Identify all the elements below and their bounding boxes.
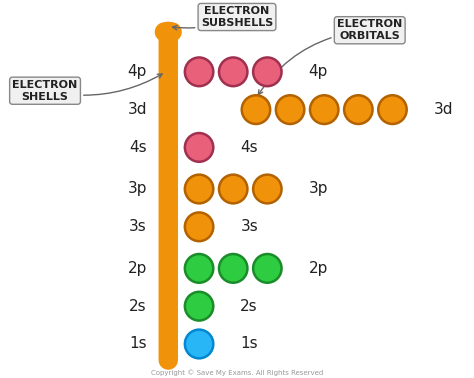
Ellipse shape [185,57,213,86]
Ellipse shape [253,254,282,283]
Text: 1s: 1s [240,336,258,352]
Ellipse shape [242,95,270,124]
Text: 3d: 3d [128,102,147,117]
Text: 3p: 3p [128,181,147,197]
Text: 4s: 4s [240,140,258,155]
Ellipse shape [185,254,213,283]
Text: 1s: 1s [129,336,147,352]
Text: 3s: 3s [240,219,258,234]
Ellipse shape [276,95,304,124]
Text: 2s: 2s [240,299,258,314]
Ellipse shape [378,95,407,124]
Text: 3p: 3p [309,181,328,197]
Text: 2p: 2p [309,261,328,276]
Ellipse shape [185,175,213,203]
Ellipse shape [219,175,247,203]
Ellipse shape [185,292,213,321]
Ellipse shape [185,212,213,241]
Text: 4p: 4p [128,64,147,79]
Text: 4s: 4s [129,140,147,155]
Text: 3s: 3s [129,219,147,234]
Ellipse shape [219,254,247,283]
Text: ELECTRON
SUBSHELLS: ELECTRON SUBSHELLS [173,6,273,30]
Ellipse shape [253,175,282,203]
Ellipse shape [219,57,247,86]
Text: 4p: 4p [309,64,328,79]
Ellipse shape [185,133,213,162]
Ellipse shape [310,95,338,124]
Text: 2p: 2p [128,261,147,276]
Text: 3d: 3d [434,102,453,117]
Ellipse shape [185,330,213,358]
Text: 2s: 2s [129,299,147,314]
Ellipse shape [344,95,373,124]
Text: ELECTRON
ORBITALS: ELECTRON ORBITALS [258,19,402,94]
Text: Copyright © Save My Exams. All Rights Reserved: Copyright © Save My Exams. All Rights Re… [151,369,323,376]
Ellipse shape [253,57,282,86]
Text: ELECTRON
SHELLS: ELECTRON SHELLS [12,74,162,102]
